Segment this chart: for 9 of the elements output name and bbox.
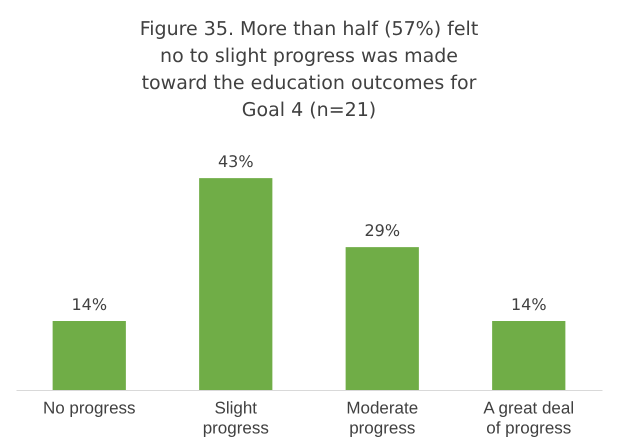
data-label: 14%	[71, 295, 108, 314]
x-tick-label: A great deal of progress	[483, 398, 574, 438]
x-tick-label: Moderate progress	[346, 398, 418, 438]
data-label: 29%	[364, 221, 400, 240]
data-label: 43%	[218, 152, 254, 172]
data-label: 14%	[510, 295, 547, 314]
x-tick-label: No progress	[42, 398, 136, 418]
chart-title: Figure 35. More than half (57%) felt no to slight progress was made toward the education outcomes for Goal 4 (n=21)	[140, 18, 478, 121]
x-tick-label: Slight progress	[202, 398, 269, 438]
